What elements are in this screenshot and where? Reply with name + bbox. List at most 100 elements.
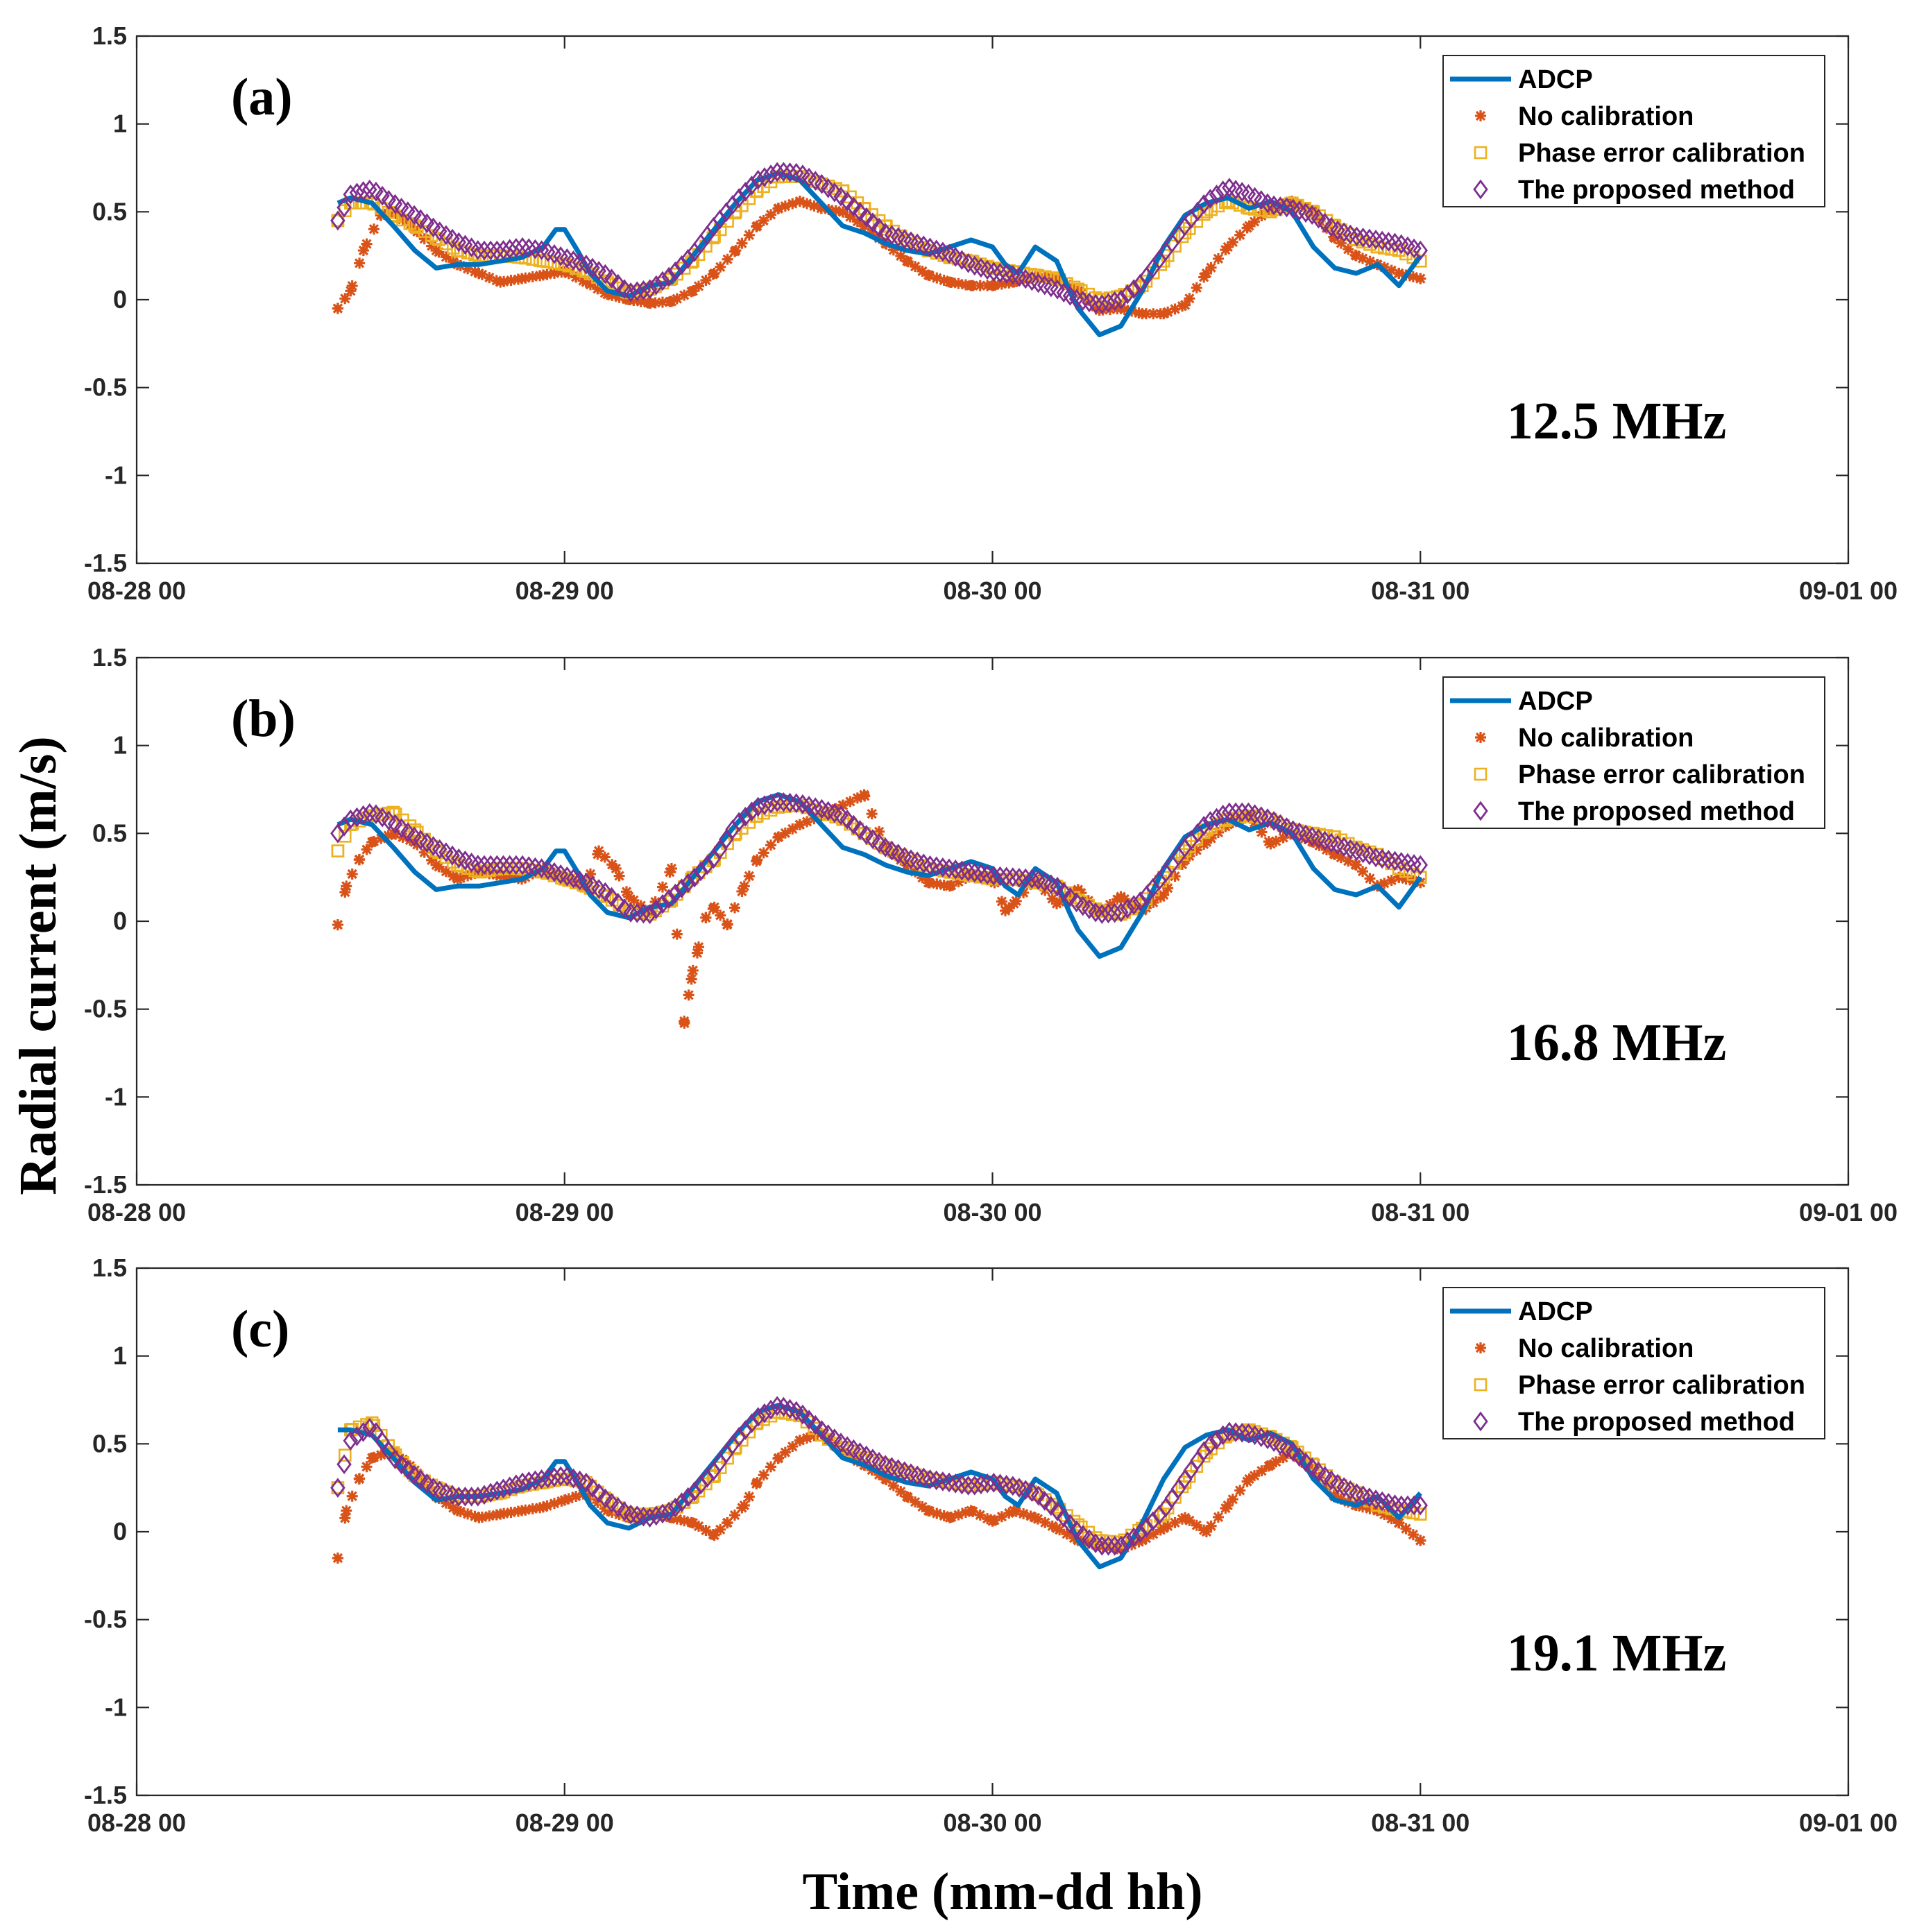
data-point <box>473 268 485 279</box>
data-point <box>1088 293 1103 314</box>
data-point <box>1196 816 1211 836</box>
data-point <box>965 280 977 291</box>
legend-swatch <box>1475 1342 1486 1353</box>
y-tick-label: -1 <box>105 1693 127 1721</box>
data-point <box>602 1505 613 1516</box>
data-point <box>1061 1528 1073 1540</box>
data-point <box>931 1507 943 1519</box>
data-point <box>1191 844 1202 856</box>
data-point <box>1126 895 1141 915</box>
data-point <box>953 1509 964 1521</box>
data-point <box>387 1449 403 1469</box>
data-point <box>1407 875 1419 887</box>
data-point <box>1190 214 1204 228</box>
data-point <box>451 1486 467 1507</box>
legend-swatch <box>1474 1378 1488 1392</box>
data-point <box>691 947 703 959</box>
x-tick-label: 08-28 00 <box>87 1809 186 1837</box>
data-point <box>830 205 842 216</box>
data-point <box>667 261 683 282</box>
data-point <box>1114 902 1129 923</box>
data-point <box>974 871 986 882</box>
data-point <box>1200 837 1212 848</box>
data-point <box>1043 1496 1059 1516</box>
data-point <box>1329 232 1340 244</box>
data-point <box>613 291 625 303</box>
data-point <box>469 266 481 277</box>
data-point <box>982 1513 994 1525</box>
legend-label: Phase error calibration <box>1518 139 1805 168</box>
data-point <box>330 210 346 231</box>
data-point <box>570 1491 582 1503</box>
data-point <box>1025 1510 1037 1522</box>
data-point <box>540 1468 556 1489</box>
data-point <box>960 1507 971 1519</box>
data-point <box>330 1478 346 1498</box>
data-point <box>1227 1494 1238 1505</box>
legend-swatch <box>1475 732 1486 743</box>
data-point <box>570 271 582 283</box>
data-point <box>353 854 365 866</box>
data-point <box>1184 293 1195 305</box>
data-point <box>758 847 769 859</box>
data-point <box>331 844 345 857</box>
data-point <box>1393 268 1405 279</box>
data-point <box>635 900 647 912</box>
data-point <box>505 871 517 883</box>
data-point <box>477 240 492 261</box>
y-tick-label: -1.5 <box>84 1781 127 1809</box>
data-point <box>1068 1520 1084 1541</box>
data-point <box>400 1460 416 1480</box>
data-point <box>750 1407 766 1427</box>
data-point <box>1107 1535 1123 1556</box>
data-point <box>1157 1507 1170 1521</box>
legend-label: ADCP <box>1518 687 1593 716</box>
legend-swatch <box>1473 179 1488 200</box>
data-point <box>592 848 604 860</box>
data-point <box>996 1511 1007 1523</box>
legend: ADCP No calibration Phase error calibratio… <box>1442 1287 1825 1439</box>
data-point <box>1228 802 1243 823</box>
data-point <box>944 880 955 892</box>
data-point <box>1299 832 1311 844</box>
data-point <box>1100 903 1116 924</box>
data-point <box>484 868 495 880</box>
y-tick-label: 0.5 <box>92 1429 127 1457</box>
data-point <box>1030 1485 1046 1506</box>
panel-label: (a) <box>231 68 293 126</box>
data-point <box>830 803 842 814</box>
series-the-proposed-method <box>330 792 1428 925</box>
data-point <box>782 162 798 182</box>
data-point <box>495 276 506 288</box>
data-point <box>649 275 664 296</box>
data-point <box>801 816 813 828</box>
series-layer <box>330 1396 1428 1570</box>
data-point <box>852 202 868 222</box>
data-point <box>1209 185 1225 205</box>
data-point <box>917 1501 928 1513</box>
data-point <box>1126 1527 1141 1548</box>
y-tick-label: -0.5 <box>84 373 127 402</box>
data-point <box>426 240 438 252</box>
data-point <box>1200 268 1212 279</box>
data-point <box>887 848 899 860</box>
data-point <box>462 1508 474 1520</box>
legend-swatch <box>1474 146 1488 160</box>
data-point <box>597 882 613 903</box>
data-point <box>491 275 502 287</box>
data-point <box>1248 216 1260 228</box>
data-point <box>671 1513 683 1525</box>
data-point <box>779 200 791 212</box>
data-point <box>1005 867 1021 887</box>
data-point <box>787 1441 799 1453</box>
data-point <box>375 1449 387 1461</box>
data-point <box>1299 202 1311 214</box>
data-point <box>597 264 613 284</box>
panels: 1.510.50-0.5-1-1.508-28 00 08-29 00 08-30 … <box>84 22 1898 1837</box>
data-point <box>629 281 645 302</box>
data-point <box>457 1486 473 1507</box>
data-point <box>730 245 742 257</box>
data-point <box>1222 1421 1237 1442</box>
data-point <box>655 894 670 914</box>
y-tick-label: 0 <box>113 907 127 935</box>
